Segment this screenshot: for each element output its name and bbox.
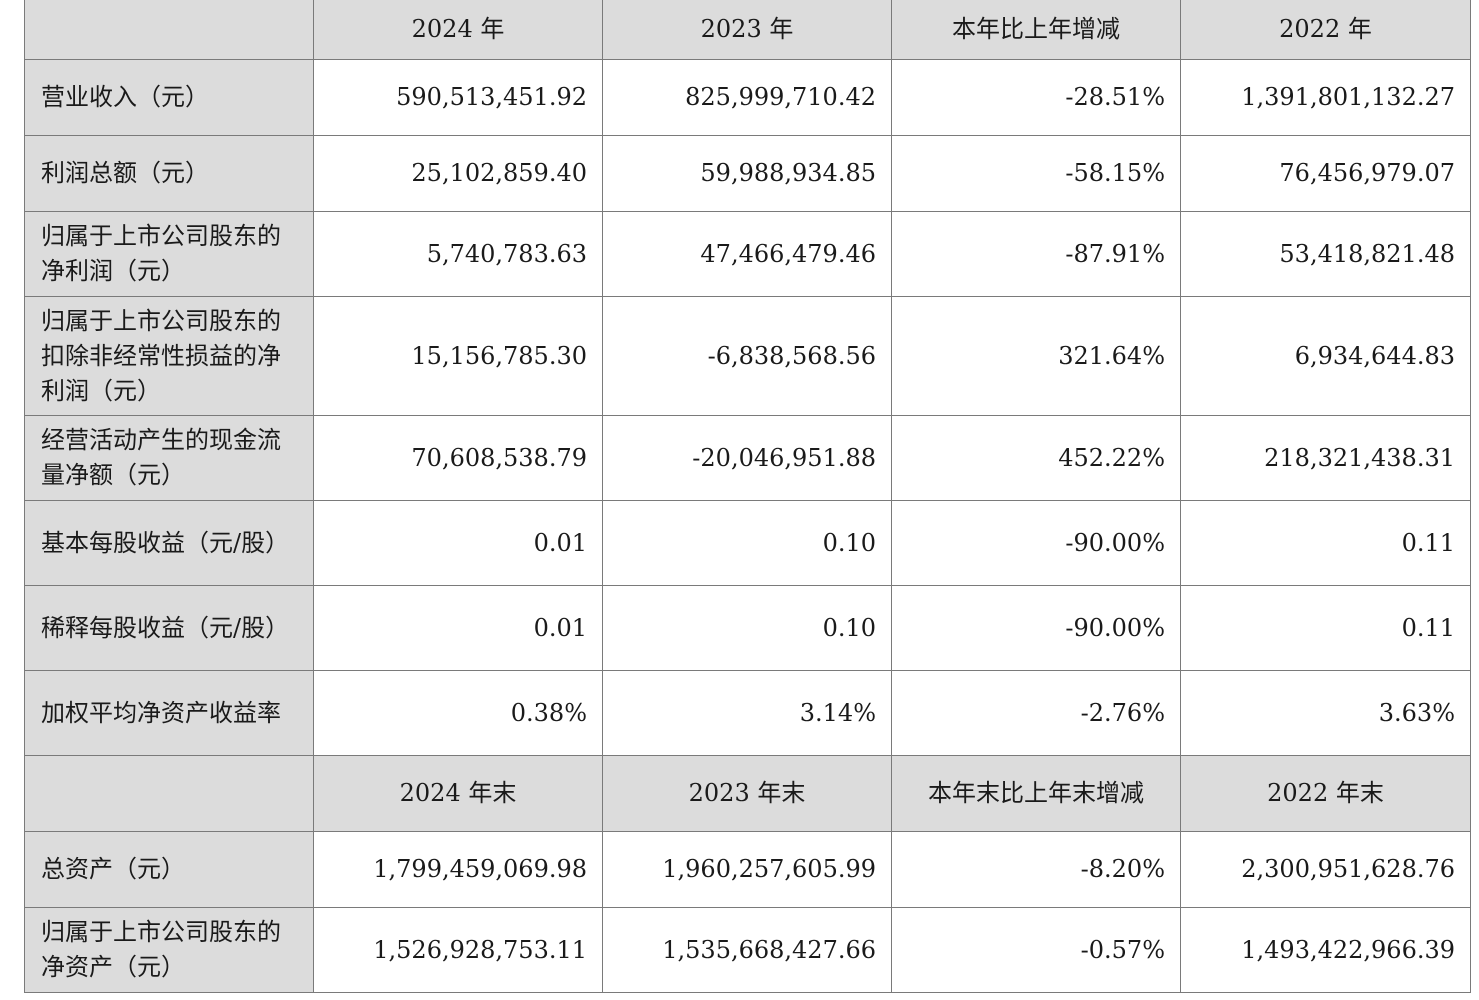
table-row: 稀释每股收益（元/股） 0.01 0.10 -90.00% 0.11 [24,585,1471,671]
table-row: 基本每股收益（元/股） 0.01 0.10 -90.00% 0.11 [24,500,1471,586]
value-2023: 3.14% [602,670,892,756]
row-label: 总资产（元） [24,831,314,908]
value-2024: 1,526,928,753.11 [313,907,603,993]
value-2024: 70,608,538.79 [313,415,603,501]
value-2024: 1,799,459,069.98 [313,831,603,908]
row-label: 营业收入（元） [24,59,314,136]
value-2022: 53,418,821.48 [1180,211,1471,297]
value-2022: 3.63% [1180,670,1471,756]
value-change: -8.20% [891,831,1181,908]
header-2023: 2023 年 [602,0,892,60]
value-2023: 1,960,257,605.99 [602,831,892,908]
header-2024-end: 2024 年末 [313,755,603,832]
table-row: 归属于上市公司股东的净利润（元） 5,740,783.63 47,466,479… [24,211,1471,297]
row-label: 经营活动产生的现金流量净额（元） [24,415,314,501]
value-2022: 0.11 [1180,500,1471,586]
table-row: 经营活动产生的现金流量净额（元） 70,608,538.79 -20,046,9… [24,415,1471,501]
value-2023: 825,999,710.42 [602,59,892,136]
table-row: 加权平均净资产收益率 0.38% 3.14% -2.76% 3.63% [24,670,1471,756]
header-2023-end: 2023 年末 [602,755,892,832]
value-change: 321.64% [891,296,1181,416]
row-label: 归属于上市公司股东的净资产（元） [24,907,314,993]
value-change: -90.00% [891,500,1181,586]
row-label: 利润总额（元） [24,135,314,212]
value-2023: -6,838,568.56 [602,296,892,416]
table-row: 利润总额（元） 25,102,859.40 59,988,934.85 -58.… [24,135,1471,212]
value-change: -87.91% [891,211,1181,297]
table-row: 归属于上市公司股东的净资产（元） 1,526,928,753.11 1,535,… [24,907,1471,993]
value-change: -90.00% [891,585,1181,671]
value-change: -28.51% [891,59,1181,136]
value-2023: 0.10 [602,500,892,586]
value-2024: 0.38% [313,670,603,756]
value-2024: 5,740,783.63 [313,211,603,297]
value-2022: 1,493,422,966.39 [1180,907,1471,993]
value-2023: 0.10 [602,585,892,671]
row-label: 稀释每股收益（元/股） [24,585,314,671]
header-2024: 2024 年 [313,0,603,60]
value-2023: 59,988,934.85 [602,135,892,212]
value-2022: 6,934,644.83 [1180,296,1471,416]
header-change: 本年比上年增减 [891,0,1181,60]
value-2023: 1,535,668,427.66 [602,907,892,993]
table-row: 营业收入（元） 590,513,451.92 825,999,710.42 -2… [24,59,1471,136]
row-label: 归属于上市公司股东的净利润（元） [24,211,314,297]
value-2024: 590,513,451.92 [313,59,603,136]
value-2023: -20,046,951.88 [602,415,892,501]
header-blank-cell [24,0,314,60]
value-2023: 47,466,479.46 [602,211,892,297]
table-row: 归属于上市公司股东的扣除非经常性损益的净利润（元） 15,156,785.30 … [24,296,1471,416]
value-2024: 25,102,859.40 [313,135,603,212]
yearend-header-row: 2024 年末 2023 年末 本年末比上年末增减 2022 年末 [24,755,1471,832]
row-label: 基本每股收益（元/股） [24,500,314,586]
row-label: 归属于上市公司股东的扣除非经常性损益的净利润（元） [24,296,314,416]
value-2024: 15,156,785.30 [313,296,603,416]
value-2022: 2,300,951,628.76 [1180,831,1471,908]
value-2022: 1,391,801,132.27 [1180,59,1471,136]
header-change-end: 本年末比上年末增减 [891,755,1181,832]
row-label: 加权平均净资产收益率 [24,670,314,756]
value-2024: 0.01 [313,500,603,586]
financial-table-container: 2024 年 2023 年 本年比上年增减 2022 年 营业收入（元） 590… [24,0,1471,993]
key-financial-indicators-table: 2024 年 2023 年 本年比上年增减 2022 年 营业收入（元） 590… [24,0,1471,993]
period-header-row: 2024 年 2023 年 本年比上年增减 2022 年 [24,0,1471,60]
table-row: 总资产（元） 1,799,459,069.98 1,960,257,605.99… [24,831,1471,908]
value-2022: 0.11 [1180,585,1471,671]
value-2022: 76,456,979.07 [1180,135,1471,212]
value-change: 452.22% [891,415,1181,501]
value-change: -58.15% [891,135,1181,212]
value-2022: 218,321,438.31 [1180,415,1471,501]
value-change: -0.57% [891,907,1181,993]
value-2024: 0.01 [313,585,603,671]
value-change: -2.76% [891,670,1181,756]
header-2022-end: 2022 年末 [1180,755,1471,832]
header-blank-cell [24,755,314,832]
header-2022: 2022 年 [1180,0,1471,60]
